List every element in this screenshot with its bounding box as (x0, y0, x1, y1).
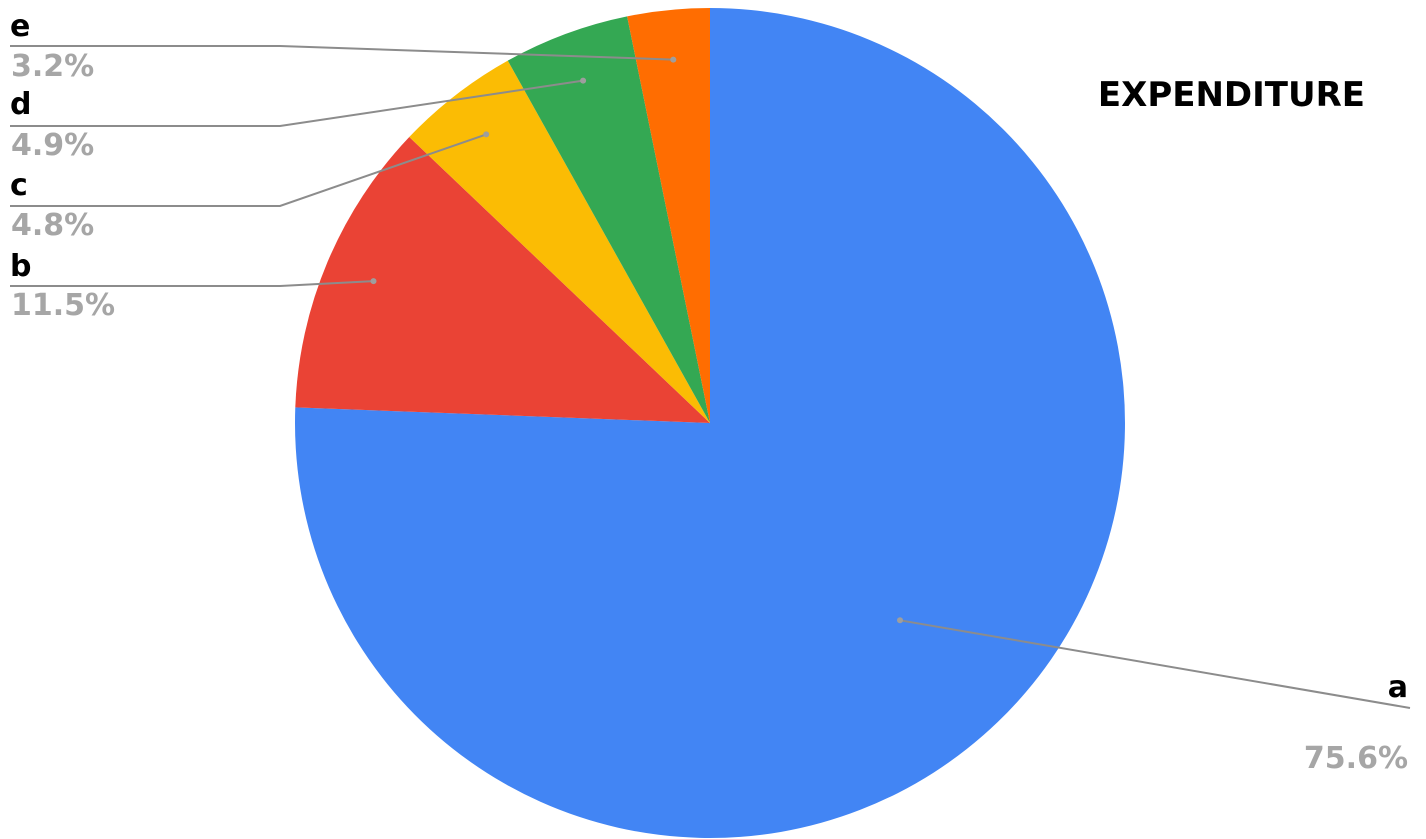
pie-slices (294, 8, 1125, 838)
slice-label-b: b (10, 249, 31, 284)
slice-label-c: c (10, 168, 28, 203)
pie-slice-a (294, 8, 1125, 838)
leader-line-e (10, 45, 674, 61)
leader-line-c (10, 133, 487, 207)
pie-slice-d (507, 16, 710, 424)
slice-label-d: d (10, 87, 31, 122)
leader-dot-e (670, 56, 677, 63)
slice-pct-a: 75.6% (1304, 741, 1408, 776)
leader-line-d (10, 79, 584, 127)
slice-pct-e: 3.2% (11, 49, 94, 84)
slice-label-a: a (1388, 670, 1408, 705)
slice-pct-c: 4.8% (11, 208, 94, 243)
leader-dot-c (483, 131, 490, 138)
slice-pct-d: 4.9% (11, 128, 94, 163)
slice-labels: a 75.6% b 11.5% c 4.8% d 4.9% e 3.2% (10, 9, 1411, 776)
leader-line-b (10, 280, 374, 287)
slice-pct-b: 11.5% (11, 288, 115, 323)
chart-title: EXPENDITURE (1098, 75, 1365, 115)
pie-slice-e (627, 8, 710, 423)
pie-slice-b (295, 137, 710, 423)
leader-dot-d (580, 77, 587, 84)
leader-line-a (899, 619, 1411, 709)
leader-dot-b (370, 278, 377, 285)
leader-dot-a (897, 617, 903, 624)
pie-slice-c (409, 60, 710, 423)
slice-label-e: e (10, 9, 30, 44)
